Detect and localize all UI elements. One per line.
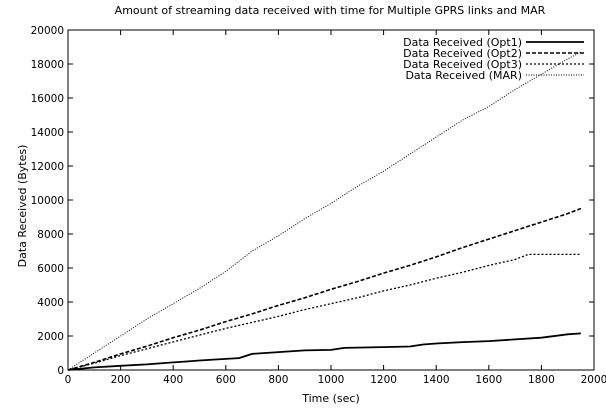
series-line-3 [67, 253, 581, 371]
x-tick-label: 200 [111, 374, 131, 386]
x-tick-label: 800 [268, 374, 288, 386]
y-tick-label: 14000 [31, 127, 64, 139]
y-tick-label: 0 [57, 365, 64, 377]
plot-area: 0 200 400 600 800 1000 1200 1400 1600 1800 2000020… [31, 25, 606, 386]
series-line-2 [67, 207, 582, 371]
chart-title: Amount of streaming data received with t… [115, 4, 546, 17]
legend-label: Data Received (Opt1) [403, 36, 522, 49]
series-line-1 [67, 332, 581, 371]
x-tick-label: 0 [65, 374, 72, 386]
legend-label: Data Received (Opt3) [403, 58, 522, 71]
x-tick-label: 1800 [528, 374, 555, 386]
legend-label: Data Received (MAR) [405, 69, 522, 82]
y-tick-label: 10000 [31, 195, 64, 207]
y-tick-label: 6000 [37, 263, 64, 275]
x-tick-label: 1000 [318, 374, 345, 386]
series-line-4 [67, 51, 582, 371]
x-tick-label: 1200 [370, 374, 397, 386]
y-tick-label: 20000 [31, 25, 64, 37]
x-axis-label: Time (sec) [301, 392, 360, 405]
x-tick-label: 1600 [475, 374, 502, 386]
x-tick-label: 600 [216, 374, 236, 386]
y-tick-label: 16000 [31, 93, 64, 105]
legend-label: Data Received (Opt2) [403, 47, 522, 60]
y-tick-label: 2000 [37, 331, 64, 343]
x-tick-label: 400 [163, 374, 183, 386]
y-axis-label: Data Received (Bytes) [16, 145, 29, 268]
x-tick-label: 1400 [423, 374, 450, 386]
x-tick-label: 2000 [581, 374, 606, 386]
y-tick-label: 12000 [31, 161, 64, 173]
y-tick-label: 4000 [37, 297, 64, 309]
y-tick-label: 18000 [31, 59, 64, 71]
y-tick-label: 8000 [37, 229, 64, 241]
